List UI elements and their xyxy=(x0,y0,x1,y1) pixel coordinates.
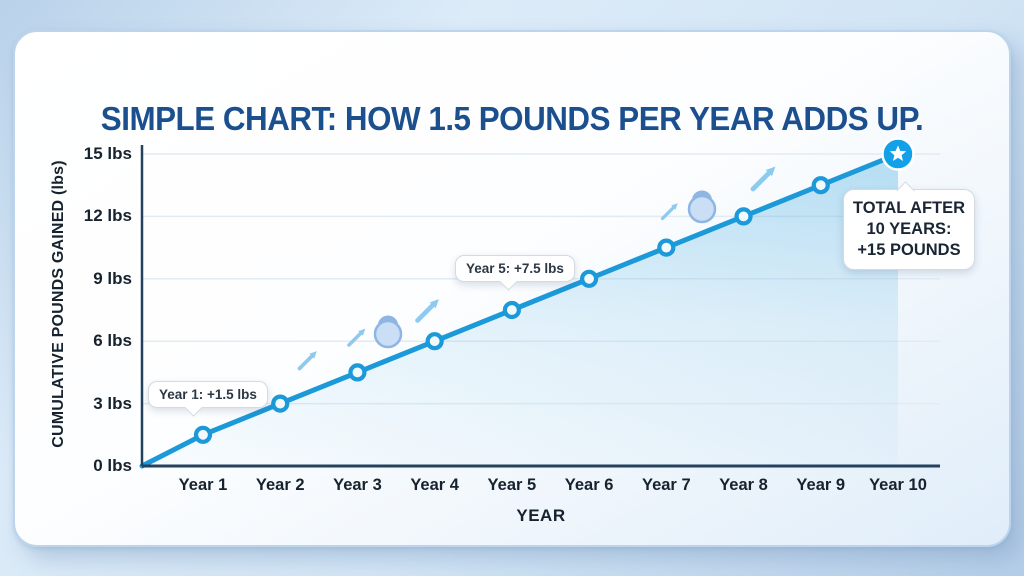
chart-title: SIMPLE CHART: HOW 1.5 POUNDS PER YEAR AD… xyxy=(100,100,924,137)
chart-card: SIMPLE CHART: HOW 1.5 POUNDS PER YEAR AD… xyxy=(13,30,1011,547)
